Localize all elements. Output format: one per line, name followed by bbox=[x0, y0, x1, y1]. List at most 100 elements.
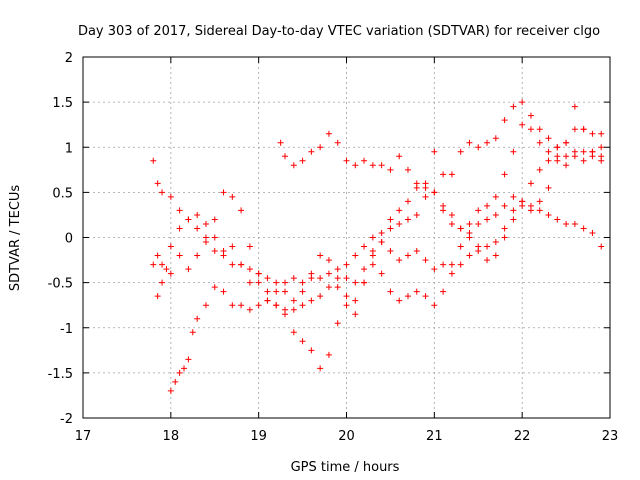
data-point bbox=[176, 252, 183, 259]
data-point bbox=[202, 302, 209, 309]
data-point bbox=[352, 297, 359, 304]
data-point bbox=[563, 153, 570, 160]
data-point bbox=[589, 130, 596, 137]
data-point bbox=[273, 288, 280, 295]
data-point bbox=[545, 157, 552, 164]
data-point bbox=[563, 162, 570, 169]
x-tick-label: 17 bbox=[75, 429, 92, 444]
y-tick-label: -1.5 bbox=[48, 367, 73, 382]
x-tick-label: 18 bbox=[163, 429, 180, 444]
data-point bbox=[466, 139, 473, 146]
data-point bbox=[150, 157, 157, 164]
data-point bbox=[510, 207, 517, 214]
data-point bbox=[185, 266, 192, 273]
data-point bbox=[167, 193, 174, 200]
data-point bbox=[492, 211, 499, 218]
data-point bbox=[343, 302, 350, 309]
data-point bbox=[519, 121, 526, 128]
data-point bbox=[501, 117, 508, 124]
data-point bbox=[264, 297, 271, 304]
data-point bbox=[536, 139, 543, 146]
data-point bbox=[238, 207, 245, 214]
data-point bbox=[448, 261, 455, 268]
data-point bbox=[154, 180, 161, 187]
data-point bbox=[176, 225, 183, 232]
data-point bbox=[448, 211, 455, 218]
data-point bbox=[211, 234, 218, 241]
data-point bbox=[194, 252, 201, 259]
data-point bbox=[308, 148, 315, 155]
data-point bbox=[317, 293, 324, 300]
data-point bbox=[308, 297, 315, 304]
data-point bbox=[413, 288, 420, 295]
data-point bbox=[396, 220, 403, 227]
data-point bbox=[404, 293, 411, 300]
data-point bbox=[299, 279, 306, 286]
data-point bbox=[510, 148, 517, 155]
data-point bbox=[501, 234, 508, 241]
data-point bbox=[167, 387, 174, 394]
data-point bbox=[545, 148, 552, 155]
data-point bbox=[527, 126, 534, 133]
data-point bbox=[404, 252, 411, 259]
data-point bbox=[527, 180, 534, 187]
data-point bbox=[422, 193, 429, 200]
data-point bbox=[422, 257, 429, 264]
data-point bbox=[457, 261, 464, 268]
data-point bbox=[387, 166, 394, 173]
data-point bbox=[519, 202, 526, 209]
data-point bbox=[317, 252, 324, 259]
data-point bbox=[440, 261, 447, 268]
series-track-5 bbox=[277, 103, 605, 236]
data-point bbox=[378, 270, 385, 277]
data-point bbox=[264, 275, 271, 282]
data-point bbox=[299, 338, 306, 345]
data-point bbox=[317, 365, 324, 372]
data-point bbox=[396, 153, 403, 160]
data-point bbox=[246, 266, 253, 273]
data-point bbox=[563, 139, 570, 146]
data-point bbox=[361, 157, 368, 164]
data-point bbox=[352, 162, 359, 169]
data-point bbox=[457, 225, 464, 232]
data-point bbox=[422, 293, 429, 300]
data-point bbox=[159, 279, 166, 286]
data-point bbox=[343, 261, 350, 268]
data-point bbox=[159, 189, 166, 196]
data-point bbox=[413, 248, 420, 255]
data-point bbox=[308, 347, 315, 354]
data-point bbox=[527, 207, 534, 214]
data-point bbox=[580, 157, 587, 164]
data-point bbox=[299, 288, 306, 295]
data-point bbox=[343, 293, 350, 300]
data-point bbox=[185, 216, 192, 223]
data-point bbox=[343, 275, 350, 282]
data-point bbox=[334, 320, 341, 327]
data-point bbox=[325, 130, 332, 137]
data-point bbox=[545, 135, 552, 142]
data-point bbox=[325, 351, 332, 358]
data-point bbox=[317, 275, 324, 282]
data-point bbox=[277, 139, 284, 146]
data-point bbox=[369, 261, 376, 268]
data-point bbox=[202, 234, 209, 241]
data-point bbox=[571, 220, 578, 227]
data-point bbox=[229, 302, 236, 309]
y-tick-label: 1 bbox=[65, 141, 73, 156]
data-point bbox=[299, 302, 306, 309]
data-point bbox=[255, 302, 262, 309]
data-point bbox=[396, 257, 403, 264]
data-point bbox=[484, 139, 491, 146]
data-point bbox=[536, 198, 543, 205]
x-tick-label: 23 bbox=[602, 429, 619, 444]
data-point bbox=[176, 369, 183, 376]
data-point bbox=[325, 257, 332, 264]
data-point bbox=[194, 225, 201, 232]
data-point bbox=[290, 275, 297, 282]
data-point bbox=[202, 220, 209, 227]
data-point bbox=[361, 266, 368, 273]
data-point bbox=[361, 243, 368, 250]
data-point bbox=[334, 284, 341, 291]
data-point bbox=[290, 297, 297, 304]
data-point bbox=[159, 261, 166, 268]
